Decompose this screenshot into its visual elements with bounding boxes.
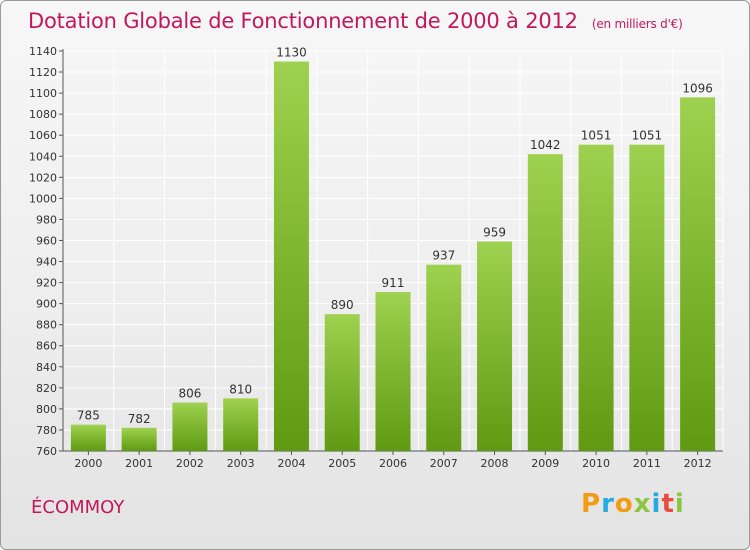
logo-letter: i <box>651 489 662 519</box>
bar <box>273 61 309 452</box>
bar <box>527 154 563 451</box>
y-tick-label: 1080 <box>29 108 57 121</box>
y-tick-label: 1120 <box>29 66 57 79</box>
bar <box>629 144 665 451</box>
y-tick-label: 1000 <box>29 192 57 205</box>
y-tick-label: 980 <box>36 213 57 226</box>
x-tick-label: 2012 <box>684 457 712 470</box>
y-tick-label: 960 <box>36 234 57 247</box>
x-tick-label: 2011 <box>633 457 661 470</box>
chart-title-text: Dotation Globale de Fonctionnement de 20… <box>28 9 578 33</box>
logo-letter: i <box>674 489 685 519</box>
bar <box>223 398 259 451</box>
data-labels: 785 782 806 810 1130 890 911 937 959 1042 1051 1051… <box>77 46 713 426</box>
commune-name: ÉCOMMOY <box>31 497 125 518</box>
bar <box>121 427 157 451</box>
bar <box>324 314 360 451</box>
y-tick-label: 940 <box>36 256 57 269</box>
data-label: 937 <box>432 249 455 263</box>
x-tick-label: 2010 <box>582 457 610 470</box>
y-tick-label: 840 <box>36 361 57 374</box>
logo-letter: P <box>581 489 602 519</box>
data-label: 785 <box>77 409 100 423</box>
bar <box>578 144 614 451</box>
bar <box>70 424 106 451</box>
data-label: 1130 <box>276 46 307 60</box>
y-tick-label: 920 <box>36 277 57 290</box>
data-label: 1051 <box>581 129 612 143</box>
data-label: 806 <box>178 387 201 401</box>
x-tick-label: 2000 <box>74 457 102 470</box>
data-label: 1042 <box>530 138 561 152</box>
bar <box>680 97 716 451</box>
y-tick-label: 800 <box>36 403 57 416</box>
y-tick-label: 1040 <box>29 150 57 163</box>
logo-letter: o <box>614 489 634 519</box>
logo-letter: x <box>633 489 652 519</box>
y-tick-label: 1100 <box>29 87 57 100</box>
bar <box>172 402 208 451</box>
chart-unit: (en milliers d'€) <box>591 17 683 31</box>
bar <box>426 264 462 451</box>
y-tick-label: 760 <box>36 445 57 458</box>
data-label: 911 <box>382 276 405 290</box>
x-tick-label: 2006 <box>379 457 407 470</box>
logo-letter: r <box>601 489 615 519</box>
y-tick-label: 1140 <box>29 45 57 58</box>
x-tick-label: 2008 <box>481 457 509 470</box>
y-tick-label: 880 <box>36 319 57 332</box>
x-tick-label: 2007 <box>430 457 458 470</box>
x-tick-label: 2001 <box>125 457 153 470</box>
y-tick-label: 1020 <box>29 171 57 184</box>
y-tick-label: 780 <box>36 424 57 437</box>
x-tick-label: 2009 <box>531 457 559 470</box>
logo-letter: t <box>661 489 675 519</box>
chart-title: Dotation Globale de Fonctionnement de 20… <box>28 9 683 33</box>
data-label: 782 <box>128 412 151 426</box>
tick-labels: 760 780 800 820 840 860 880 900 920 940 960 980 1000… <box>29 45 712 470</box>
y-tick-label: 820 <box>36 382 57 395</box>
x-tick-label: 2003 <box>227 457 255 470</box>
data-label: 890 <box>331 298 354 312</box>
x-tick-label: 2004 <box>277 457 305 470</box>
data-label: 1096 <box>682 81 713 95</box>
y-tick-label: 860 <box>36 340 57 353</box>
y-tick-label: 900 <box>36 298 57 311</box>
bar <box>375 292 411 451</box>
y-tick-label: 1060 <box>29 129 57 142</box>
proxiti-logo[interactable]: Proxiti <box>581 489 685 519</box>
data-label: 959 <box>483 226 506 240</box>
bar <box>477 241 513 451</box>
data-label: 1051 <box>632 129 663 143</box>
x-tick-label: 2002 <box>176 457 204 470</box>
bars <box>70 61 716 452</box>
x-tick-label: 2005 <box>328 457 356 470</box>
data-label: 810 <box>229 382 252 396</box>
